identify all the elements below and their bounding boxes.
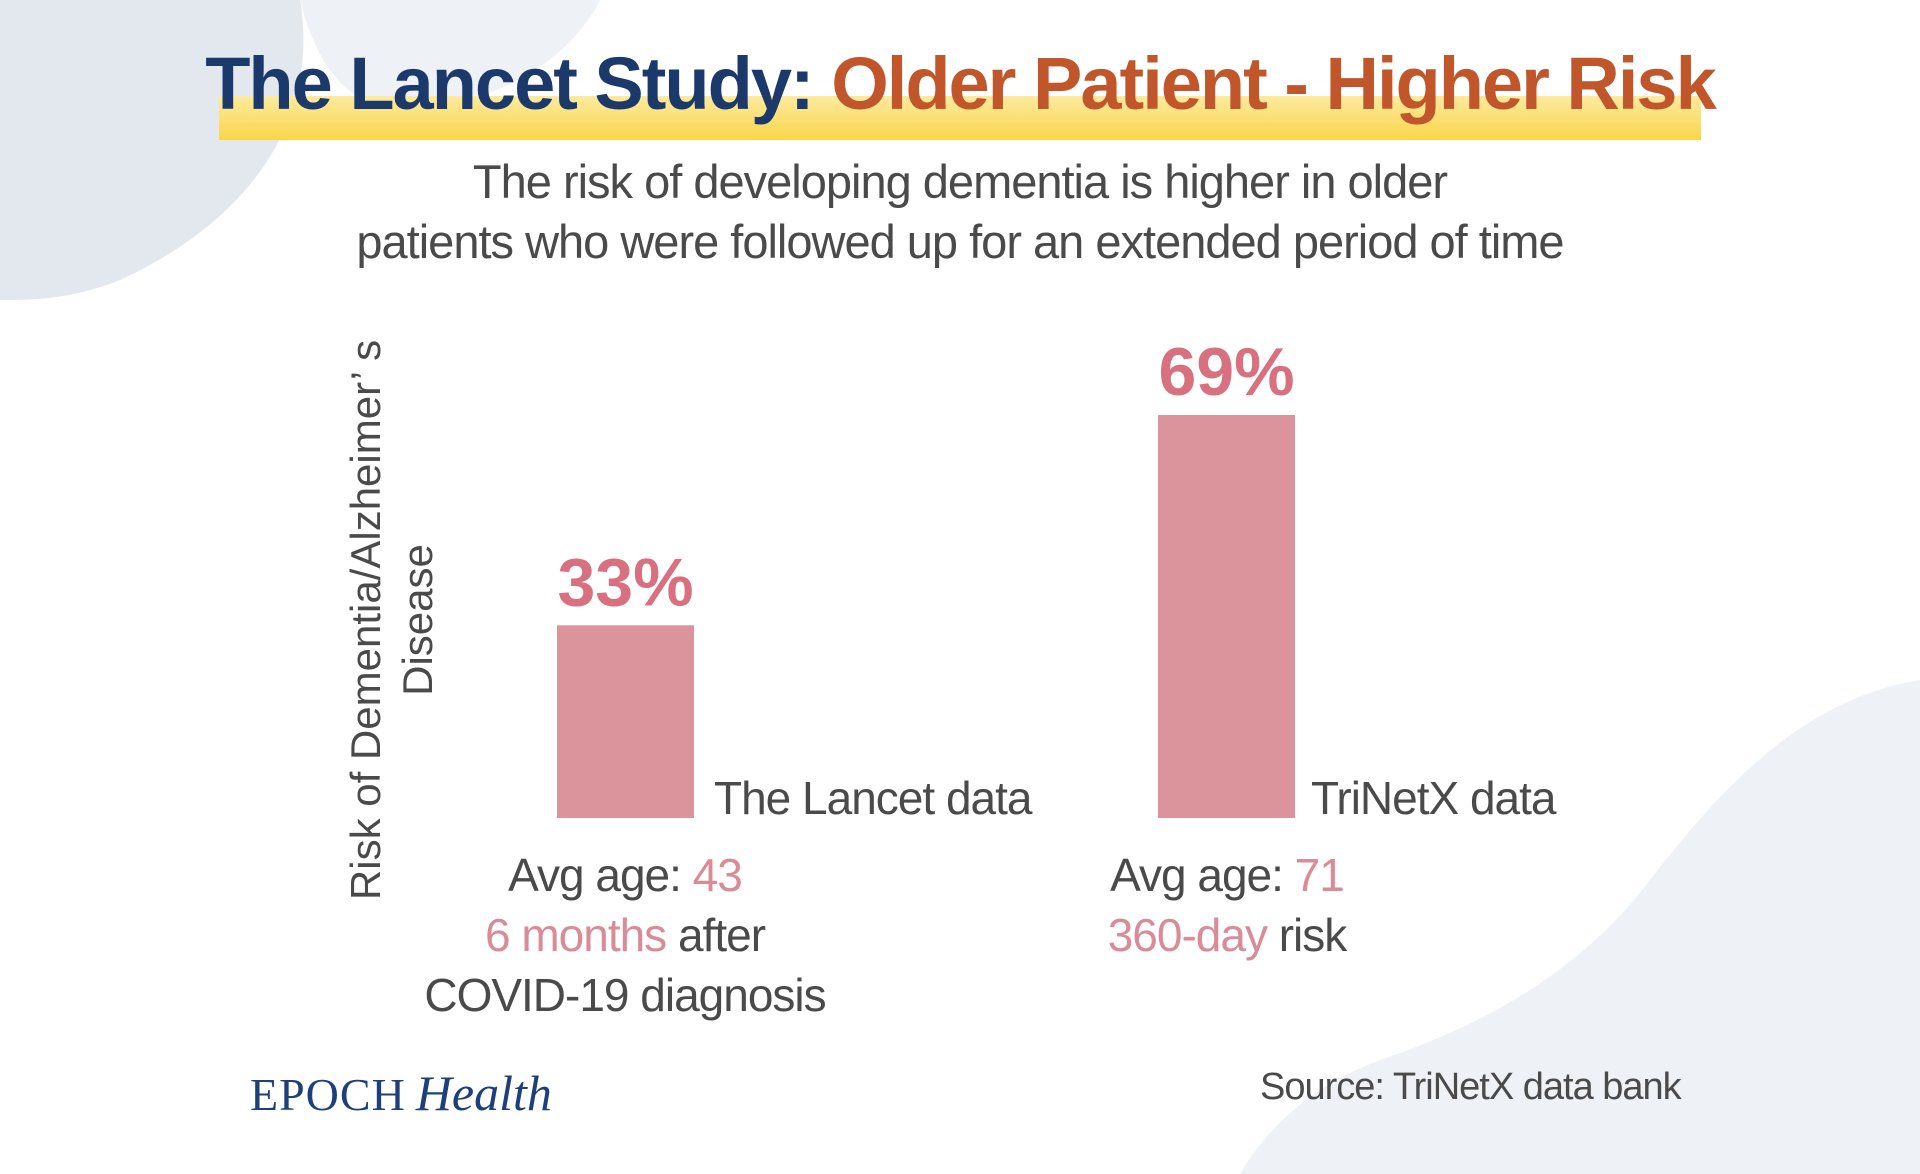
subtitle-line-1: The risk of developing dementia is highe… (472, 155, 1448, 208)
note-lancet-age-value: 43 (692, 849, 743, 901)
logo-epoch: EPOCH (250, 1069, 406, 1120)
logo-health: Health (415, 1065, 552, 1121)
background-shape-top (300, 0, 600, 111)
note-trinetx: Avg age: 71 360-day risk (1027, 845, 1427, 965)
note-lancet-line-2: 6 months after (484, 909, 766, 961)
note-trinetx-age-value: 71 (1294, 849, 1345, 901)
bar-trinetx (1158, 415, 1295, 818)
epoch-health-logo: EPOCH Health (250, 1064, 552, 1122)
title-block: The Lancet Study: Older Patient - Higher… (0, 36, 1920, 146)
value-label-trinetx: 69% (1158, 334, 1294, 410)
title-part-risk: Older Patient - Higher Risk (831, 42, 1717, 125)
note-lancet-line-1: Avg age: 43 (508, 849, 743, 901)
note-lancet: Avg age: 43 6 months after COVID-19 diag… (380, 845, 870, 1025)
note-lancet-period: 6 months (484, 909, 667, 961)
note-trinetx-line-2: 360-day risk (1107, 909, 1348, 961)
background-shape-bottom-right (1240, 680, 1920, 1174)
title-part-lancet: The Lancet Study: (205, 42, 814, 125)
note-trinetx-line-1: Avg age: 71 (1110, 849, 1345, 901)
note-lancet-line-3: COVID-19 diagnosis (424, 969, 826, 1021)
value-label-lancet: 33% (557, 544, 693, 620)
background-shape-top-left (0, 0, 304, 300)
category-label-trinetx: TriNetX data (1311, 772, 1557, 824)
source-note: Source: TriNetX data bank (1260, 1066, 1682, 1108)
category-label-lancet: The Lancet data (714, 772, 1032, 824)
subtitle-line-2: patients who were followed up for an ext… (356, 215, 1564, 268)
bar-lancet (557, 625, 694, 818)
note-trinetx-period: 360-day (1107, 909, 1268, 961)
subtitle: The risk of developing dementia is highe… (0, 152, 1920, 272)
title-highlight-bar (219, 96, 1701, 140)
page-title: The Lancet Study: Older Patient - Higher… (0, 36, 1920, 132)
